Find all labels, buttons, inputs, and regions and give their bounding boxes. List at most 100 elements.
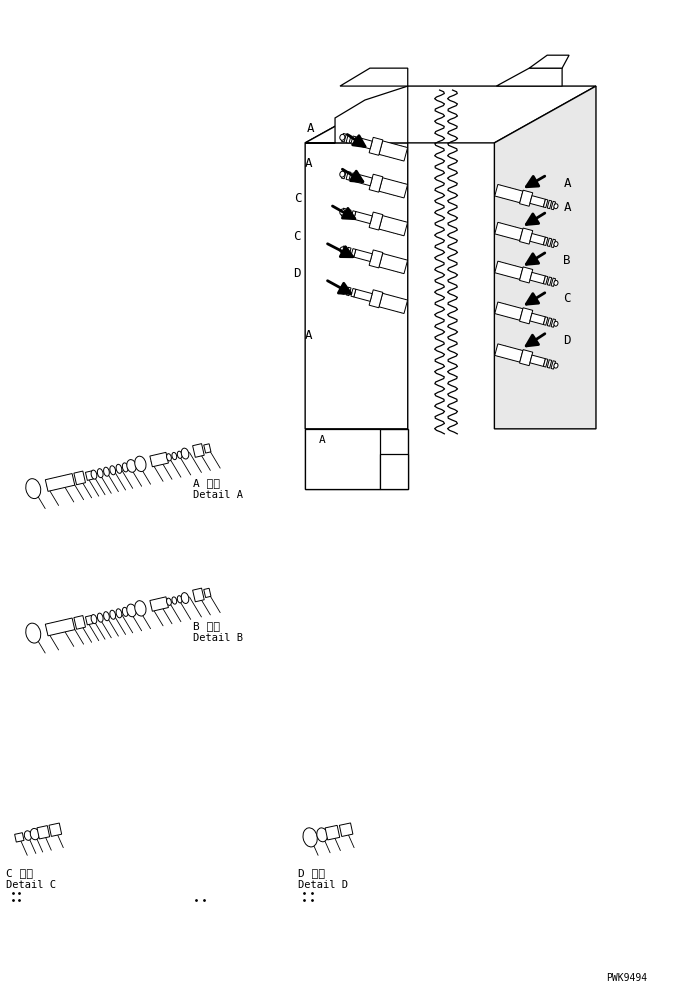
Polygon shape [150,453,168,467]
Polygon shape [325,825,339,840]
Polygon shape [495,87,596,430]
Text: A: A [304,328,312,341]
Polygon shape [341,134,346,143]
Polygon shape [204,445,211,454]
Text: Detail C: Detail C [6,880,56,889]
Polygon shape [548,278,552,286]
Polygon shape [204,589,211,598]
Polygon shape [519,350,532,367]
Ellipse shape [317,828,328,842]
Polygon shape [379,294,407,315]
Text: D 詳細: D 詳細 [298,868,325,878]
Polygon shape [37,825,49,839]
Ellipse shape [110,610,115,619]
Polygon shape [305,87,408,144]
Polygon shape [305,87,596,144]
Polygon shape [548,360,552,369]
Polygon shape [548,318,552,327]
Polygon shape [341,287,346,295]
Polygon shape [369,176,383,193]
Polygon shape [548,201,552,209]
Ellipse shape [127,604,136,617]
Polygon shape [530,235,545,246]
Polygon shape [192,445,204,458]
Polygon shape [339,823,353,837]
Polygon shape [340,69,408,87]
Text: A: A [563,177,571,190]
Polygon shape [351,289,356,298]
Polygon shape [346,288,351,297]
Polygon shape [354,250,372,262]
Polygon shape [49,823,62,836]
Ellipse shape [91,615,97,624]
Polygon shape [150,598,168,611]
Polygon shape [45,618,75,636]
Polygon shape [85,615,93,625]
Text: B: B [563,253,571,266]
Text: A: A [319,435,326,445]
Ellipse shape [340,288,345,294]
Polygon shape [74,471,85,485]
Polygon shape [346,210,351,219]
Polygon shape [85,471,93,481]
Polygon shape [529,56,569,69]
Ellipse shape [554,364,558,369]
Polygon shape [551,319,556,328]
Text: D: D [293,266,301,280]
Polygon shape [497,69,562,87]
Polygon shape [45,474,75,492]
Polygon shape [354,212,372,225]
Polygon shape [551,202,556,210]
Ellipse shape [340,135,345,141]
Ellipse shape [554,204,558,209]
Polygon shape [519,229,532,245]
Ellipse shape [116,464,122,474]
Ellipse shape [177,597,182,603]
Ellipse shape [172,453,177,460]
Ellipse shape [135,601,146,616]
Ellipse shape [340,247,345,253]
Ellipse shape [104,467,109,477]
Ellipse shape [26,479,41,499]
Polygon shape [14,833,24,842]
Polygon shape [305,430,380,489]
Polygon shape [351,212,356,220]
Polygon shape [543,277,548,285]
Polygon shape [369,138,383,156]
Polygon shape [519,309,532,324]
Polygon shape [543,317,548,325]
Polygon shape [369,250,383,268]
Polygon shape [495,185,523,203]
Polygon shape [341,246,346,255]
Polygon shape [351,174,356,182]
Polygon shape [305,430,408,489]
Text: Detail D: Detail D [298,880,348,889]
Polygon shape [192,589,204,602]
Polygon shape [551,362,556,370]
Ellipse shape [166,455,171,461]
Polygon shape [346,173,351,180]
Ellipse shape [181,593,189,603]
Polygon shape [305,87,408,430]
Text: B 詳細: B 詳細 [192,620,220,630]
Text: A: A [306,122,314,135]
Ellipse shape [554,322,558,327]
Polygon shape [351,137,356,145]
Polygon shape [346,136,351,144]
Ellipse shape [554,243,558,247]
Text: Detail A: Detail A [192,489,243,499]
Polygon shape [548,239,552,247]
Polygon shape [369,213,383,231]
Text: PWK9494: PWK9494 [606,972,646,982]
Polygon shape [351,249,356,257]
Polygon shape [495,344,523,363]
Ellipse shape [116,609,122,618]
Polygon shape [354,290,372,302]
Polygon shape [380,455,408,489]
Polygon shape [495,262,523,280]
Ellipse shape [26,623,41,644]
Ellipse shape [98,469,103,478]
Ellipse shape [122,463,128,472]
Text: D: D [563,333,571,346]
Ellipse shape [177,452,182,458]
